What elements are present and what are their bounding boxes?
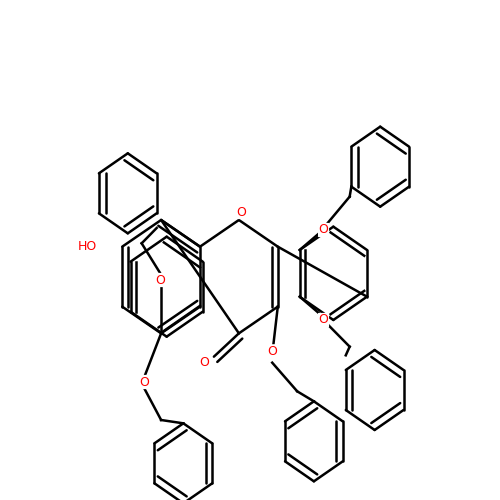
Text: O: O: [268, 345, 277, 358]
Text: O: O: [236, 206, 246, 218]
Text: HO: HO: [78, 240, 97, 253]
Text: O: O: [155, 274, 165, 286]
Text: O: O: [199, 356, 209, 368]
Text: O: O: [318, 314, 328, 326]
Text: O: O: [318, 224, 328, 236]
Text: O: O: [140, 376, 149, 388]
